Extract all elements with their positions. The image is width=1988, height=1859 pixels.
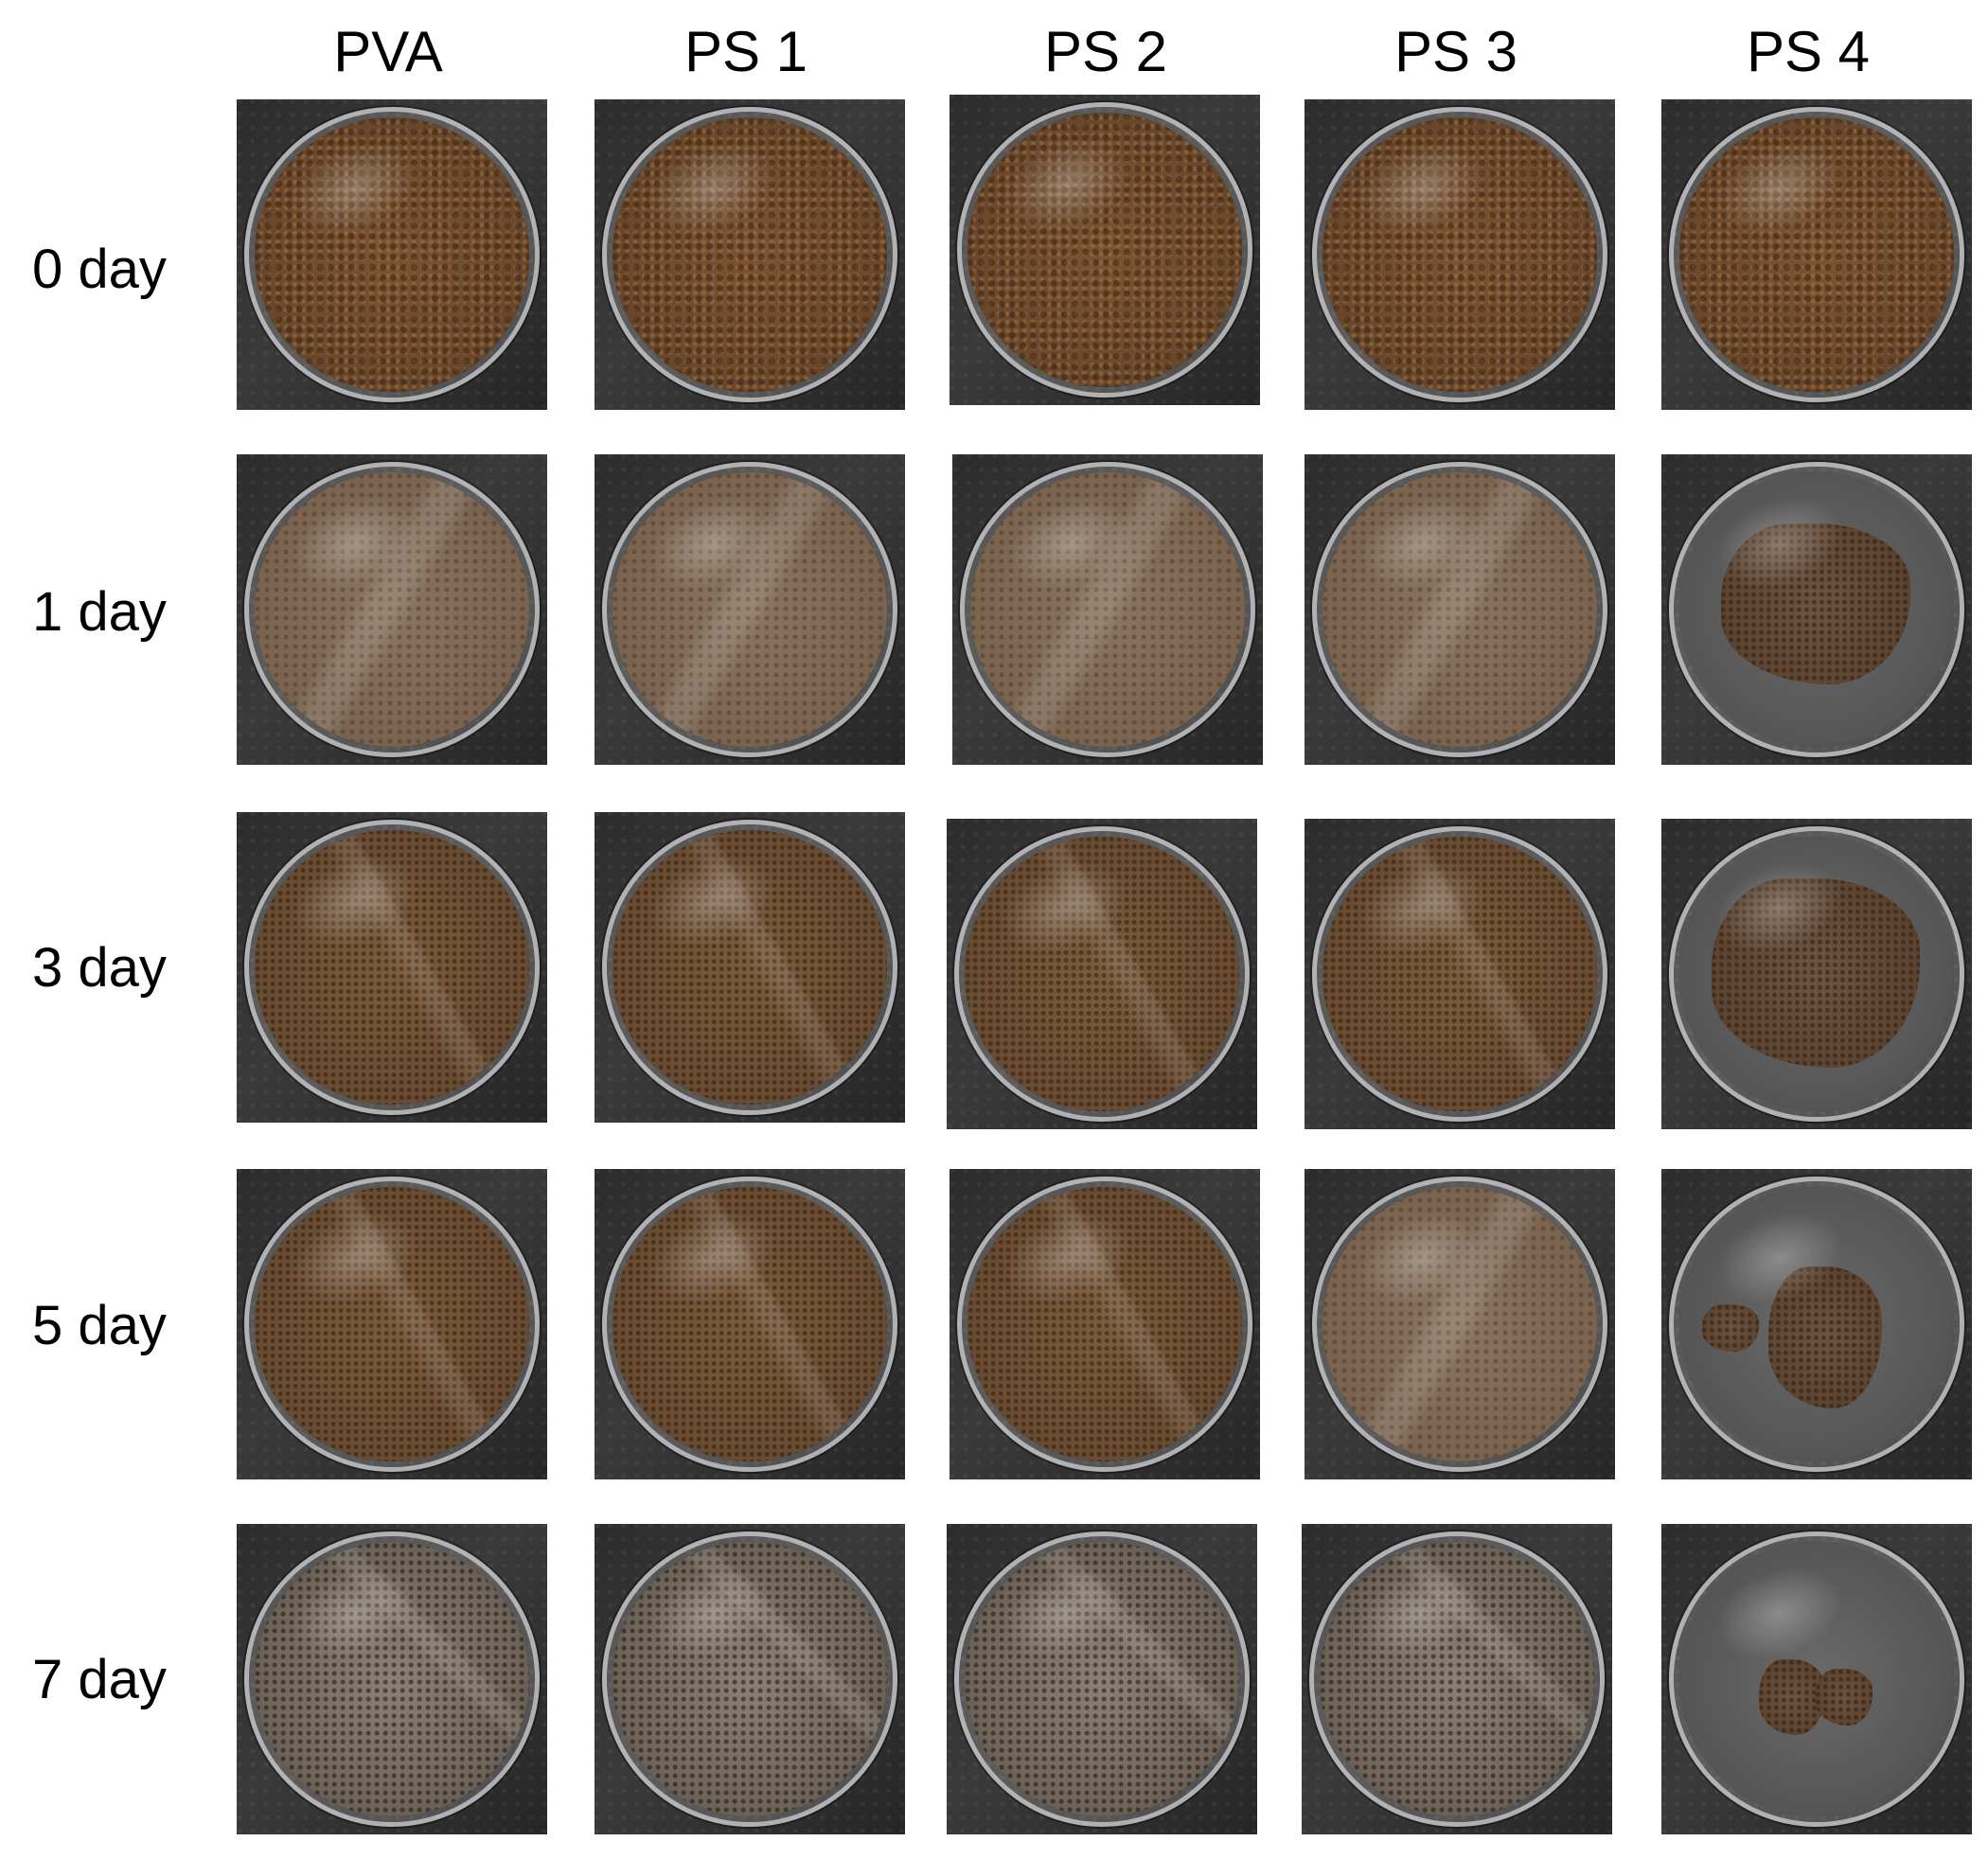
photo-ps4-5-day xyxy=(1661,1169,1972,1479)
photo-ps2-0-day xyxy=(950,95,1260,405)
photo-ps4-0-day xyxy=(1661,99,1972,410)
photo-pva-7-day xyxy=(237,1524,547,1834)
column-header-ps3: PS 3 xyxy=(1393,20,1518,83)
photo-pva-1-day xyxy=(237,454,547,765)
photo-ps1-5-day xyxy=(595,1169,905,1479)
photo-pva-3-day xyxy=(237,812,547,1123)
photo-ps1-0-day xyxy=(595,99,905,410)
photo-ps3-1-day xyxy=(1305,454,1615,765)
row-label-1-day: 1 day xyxy=(32,581,167,643)
photo-ps4-7-day xyxy=(1661,1524,1972,1834)
row-label-5-day: 5 day xyxy=(32,1295,167,1356)
photo-ps2-3-day xyxy=(947,819,1257,1129)
photo-ps1-1-day xyxy=(595,454,905,765)
photo-ps2-7-day xyxy=(947,1524,1257,1834)
column-header-ps2: PS 2 xyxy=(1043,20,1168,83)
photo-ps2-1-day xyxy=(952,454,1263,765)
column-header-ps1: PS 1 xyxy=(683,20,808,83)
photo-ps3-5-day xyxy=(1305,1169,1615,1479)
photo-ps1-3-day xyxy=(595,812,905,1123)
row-label-0-day: 0 day xyxy=(32,239,167,300)
column-header-ps4: PS 4 xyxy=(1746,20,1871,83)
row-label-7-day: 7 day xyxy=(32,1649,167,1710)
photo-ps4-1-day xyxy=(1661,454,1972,765)
photo-pva-5-day xyxy=(237,1169,547,1479)
photo-ps2-5-day xyxy=(950,1169,1260,1479)
photo-ps4-3-day xyxy=(1661,819,1972,1129)
photo-ps1-7-day xyxy=(595,1524,905,1834)
photo-pva-0-day xyxy=(237,99,547,410)
photo-ps3-0-day xyxy=(1305,99,1615,410)
column-header-pva: PVA xyxy=(333,20,443,83)
photo-ps3-7-day xyxy=(1302,1524,1612,1834)
photo-ps3-3-day xyxy=(1305,819,1615,1129)
row-label-3-day: 3 day xyxy=(32,937,167,999)
